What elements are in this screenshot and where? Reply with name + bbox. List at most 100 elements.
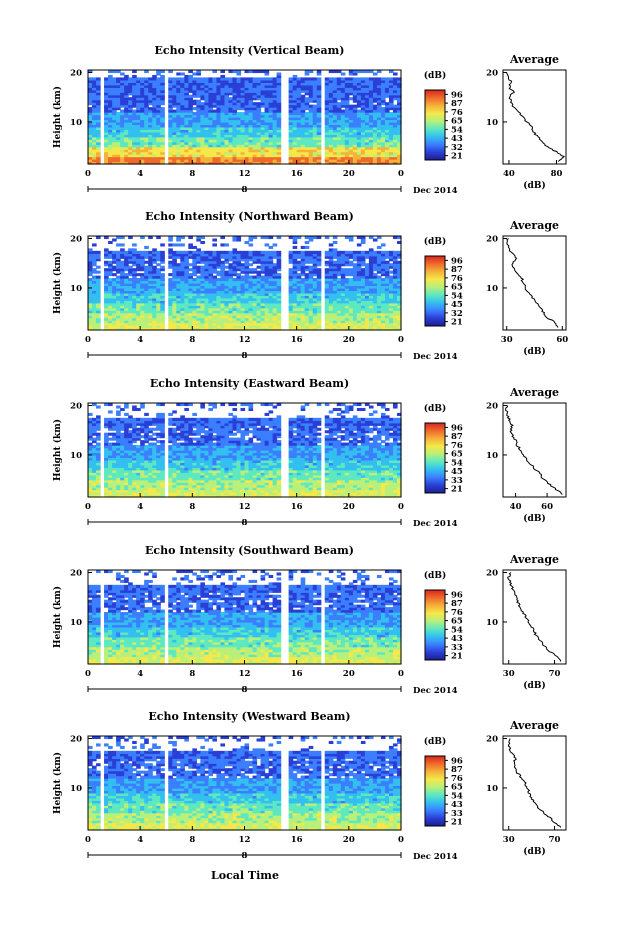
heatmap-cell (396, 149, 402, 153)
heatmap-cell (188, 89, 193, 93)
heatmap-cell (360, 144, 366, 148)
heatmap-cell (140, 77, 145, 81)
heatmap-cell (248, 275, 254, 279)
heatmap-cell (248, 154, 254, 158)
heatmap-cell (288, 79, 294, 83)
heatmap-cell (92, 117, 97, 121)
heatmap-cell (92, 97, 97, 101)
heatmap-cell (296, 159, 302, 163)
x-tick-label: 0 (85, 335, 91, 345)
heatmap-cell (136, 82, 141, 86)
heatmap-cell (236, 149, 242, 153)
heatmap-cell (308, 265, 314, 269)
heatmap-cell (292, 92, 298, 96)
heatmap-cell (272, 243, 278, 247)
heatmap-cell (276, 126, 282, 130)
heatmap-cell (352, 79, 358, 83)
heatmap-cell (208, 134, 213, 138)
heatmap-cell (136, 131, 141, 135)
heatmap-cell (208, 139, 213, 143)
heatmap-cell (144, 131, 149, 135)
heatmap-cell (92, 126, 97, 130)
heatmap-cell (88, 119, 93, 123)
heatmap-cell (224, 136, 230, 140)
heatmap-cell (120, 129, 125, 133)
heatmap-cell (132, 87, 137, 91)
heatmap-cell (128, 109, 133, 113)
heatmap-cell (156, 121, 161, 126)
heatmap-cell (348, 87, 354, 91)
heatmap-cell (228, 144, 234, 148)
heatmap-cell (356, 159, 362, 163)
heatmap-cell (364, 97, 370, 101)
heatmap-cell (184, 92, 189, 96)
heatmap-cell (300, 117, 306, 121)
heatmap-cell (116, 104, 121, 108)
heatmap-cell (108, 84, 113, 88)
heatmap-cell (388, 84, 394, 88)
heatmap-cell (360, 84, 366, 88)
heatmap-cell (252, 97, 258, 101)
heatmap-cell (344, 87, 350, 91)
heatmap-cell (372, 82, 378, 86)
heatmap-cell (340, 161, 346, 165)
heatmap-cell (332, 82, 338, 86)
heatmap-cell (308, 131, 314, 135)
heatmap-cell (112, 144, 117, 148)
heatmap-cell (312, 154, 318, 158)
heatmap-cell (248, 94, 254, 98)
heatmap-cell (184, 89, 189, 93)
heatmap-cell (296, 99, 302, 103)
heatmap-cell (200, 161, 205, 165)
heatmap-cell (356, 104, 362, 108)
heatmap-cell (296, 89, 302, 93)
heatmap-cell (204, 149, 209, 153)
heatmap-cell (364, 79, 370, 83)
heatmap-cell (340, 146, 346, 150)
heatmap-cell (212, 136, 218, 140)
heatmap-cell (112, 79, 117, 83)
heatmap-cell (300, 141, 306, 145)
heatmap-cell (120, 104, 125, 108)
heatmap-cell (128, 149, 133, 153)
heatmap-cell (236, 112, 242, 116)
heatmap-cell (332, 141, 338, 145)
heatmap-cell (296, 273, 302, 277)
heatmap-cell (224, 146, 230, 150)
heatmap-cell (136, 114, 141, 118)
heatmap-cell (120, 121, 125, 126)
heatmap-cell (380, 136, 386, 140)
heatmap-cell (308, 151, 314, 155)
heatmap-cell (332, 119, 338, 123)
heatmap-cell (168, 129, 173, 133)
heatmap-cell (136, 149, 141, 153)
heatmap-cell (96, 275, 101, 279)
heatmap-cell (200, 141, 205, 145)
heatmap-cell (324, 139, 330, 143)
heatmap-cell (196, 82, 201, 86)
heatmap-cell (220, 134, 226, 138)
heatmap-cell (340, 119, 346, 123)
heatmap-cell (104, 131, 109, 135)
heatmap-cell (128, 77, 133, 81)
heatmap-cell (104, 119, 109, 123)
heatmap-cell (184, 109, 189, 113)
heatmap-cell (140, 250, 145, 254)
heatmap-cell (88, 139, 93, 143)
heatmap-cell (396, 117, 402, 121)
heatmap-cell (392, 109, 398, 113)
heatmap-cell (296, 154, 302, 158)
heatmap-cell (188, 129, 193, 133)
heatmap-cell (124, 144, 129, 148)
heatmap-cell (88, 154, 93, 158)
heatmap-cell (372, 159, 378, 163)
heatmap-cell (192, 87, 197, 91)
heatmap-cell (208, 117, 213, 121)
heatmap-cell (188, 74, 193, 79)
heatmap-cell (260, 119, 266, 123)
heatmap-cell (296, 112, 302, 116)
heatmap-cell (236, 117, 242, 121)
heatmap-cell (192, 161, 197, 165)
heatmap-cell (228, 263, 234, 267)
heatmap-cell (96, 77, 101, 81)
